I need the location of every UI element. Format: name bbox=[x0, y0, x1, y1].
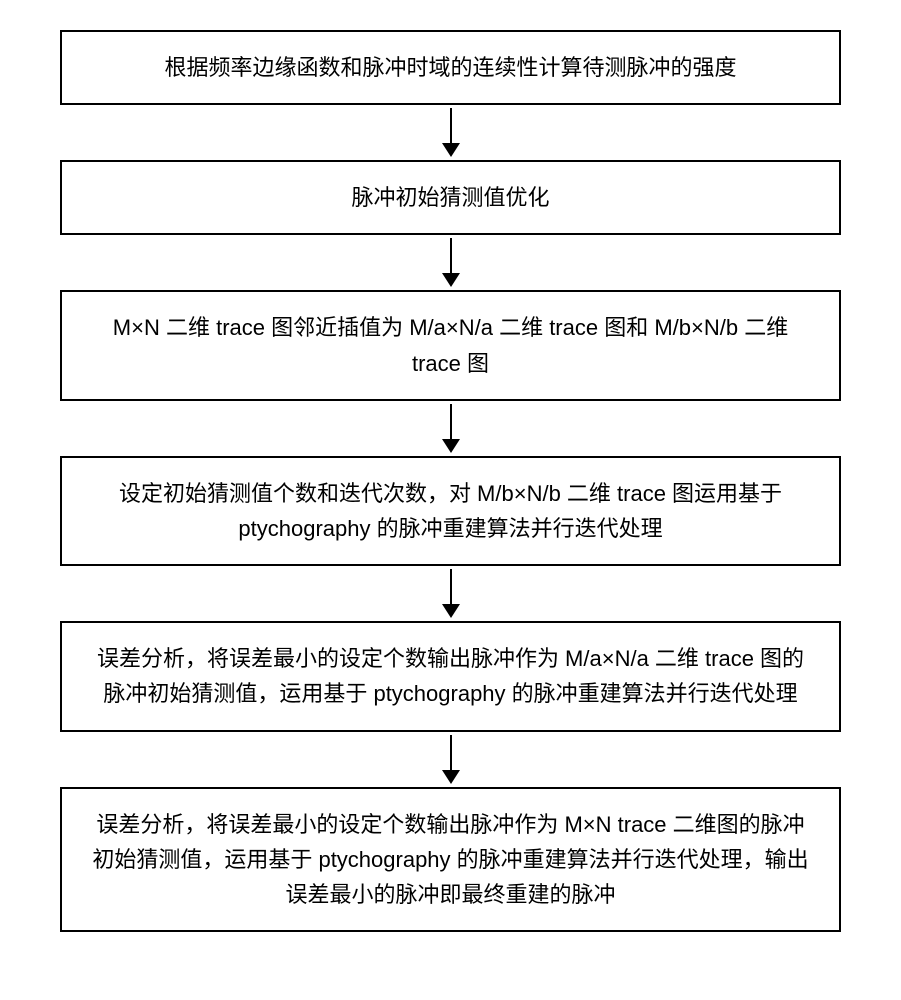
arrow-head-icon bbox=[442, 143, 460, 157]
step-text: 误差分析，将误差最小的设定个数输出脉冲作为 M×N trace 二维图的脉冲初始… bbox=[86, 807, 815, 913]
arrow-3 bbox=[442, 401, 460, 456]
flowchart-step-6: 误差分析，将误差最小的设定个数输出脉冲作为 M×N trace 二维图的脉冲初始… bbox=[60, 787, 841, 933]
arrow-line-icon bbox=[450, 735, 452, 770]
step-text: 设定初始猜测值个数和迭代次数，对 M/b×N/b 二维 trace 图运用基于 … bbox=[86, 476, 815, 546]
arrow-head-icon bbox=[442, 770, 460, 784]
arrow-head-icon bbox=[442, 439, 460, 453]
arrow-1 bbox=[442, 105, 460, 160]
arrow-line-icon bbox=[450, 569, 452, 604]
step-text: M×N 二维 trace 图邻近插值为 M/a×N/a 二维 trace 图和 … bbox=[86, 310, 815, 380]
flowchart-step-1: 根据频率边缘函数和脉冲时域的连续性计算待测脉冲的强度 bbox=[60, 30, 841, 105]
arrow-line-icon bbox=[450, 404, 452, 439]
arrow-line-icon bbox=[450, 238, 452, 273]
step-text: 误差分析，将误差最小的设定个数输出脉冲作为 M/a×N/a 二维 trace 图… bbox=[86, 641, 815, 711]
flowchart-container: 根据频率边缘函数和脉冲时域的连续性计算待测脉冲的强度 脉冲初始猜测值优化 M×N… bbox=[60, 30, 841, 932]
arrow-5 bbox=[442, 732, 460, 787]
step-text: 脉冲初始猜测值优化 bbox=[351, 180, 549, 215]
flowchart-step-2: 脉冲初始猜测值优化 bbox=[60, 160, 841, 235]
arrow-4 bbox=[442, 566, 460, 621]
arrow-head-icon bbox=[442, 604, 460, 618]
arrow-head-icon bbox=[442, 273, 460, 287]
flowchart-step-5: 误差分析，将误差最小的设定个数输出脉冲作为 M/a×N/a 二维 trace 图… bbox=[60, 621, 841, 731]
arrow-2 bbox=[442, 235, 460, 290]
step-text: 根据频率边缘函数和脉冲时域的连续性计算待测脉冲的强度 bbox=[164, 50, 736, 85]
arrow-line-icon bbox=[450, 108, 452, 143]
flowchart-step-4: 设定初始猜测值个数和迭代次数，对 M/b×N/b 二维 trace 图运用基于 … bbox=[60, 456, 841, 566]
flowchart-step-3: M×N 二维 trace 图邻近插值为 M/a×N/a 二维 trace 图和 … bbox=[60, 290, 841, 400]
